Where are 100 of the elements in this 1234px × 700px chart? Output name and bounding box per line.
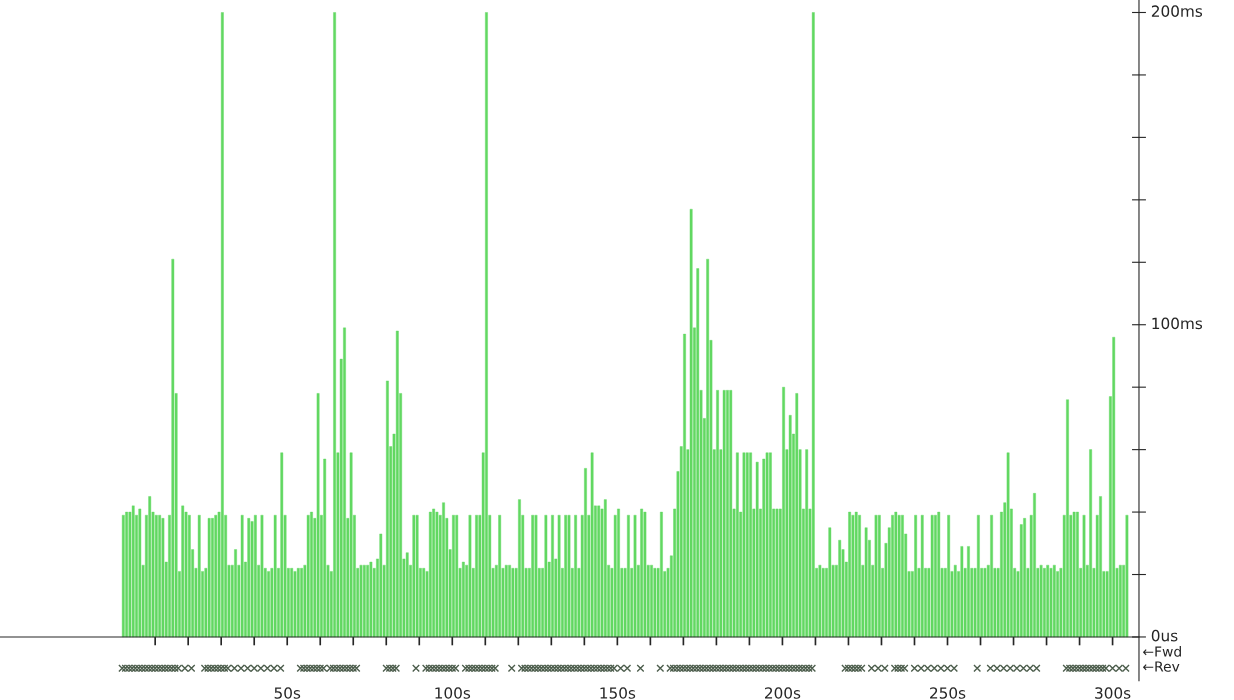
bar <box>214 514 218 638</box>
bar <box>854 511 858 638</box>
bar <box>821 568 825 638</box>
bar <box>749 452 752 638</box>
bar <box>428 511 432 638</box>
bar <box>874 514 878 638</box>
bar <box>1043 568 1046 638</box>
bar <box>617 508 620 638</box>
bar <box>1072 511 1076 638</box>
bar <box>412 514 416 638</box>
bar <box>154 514 158 638</box>
bar <box>435 511 439 638</box>
bar <box>782 386 785 638</box>
bar <box>960 546 964 638</box>
bar <box>187 514 191 638</box>
bar <box>603 499 607 638</box>
y-tick-label: 200ms <box>1151 5 1203 17</box>
bar <box>765 452 769 638</box>
bar <box>386 380 389 638</box>
bar <box>551 514 554 638</box>
bar <box>452 514 455 638</box>
bar <box>475 514 478 638</box>
bar <box>1082 514 1086 638</box>
bar <box>590 452 594 638</box>
bar <box>650 564 653 638</box>
bar <box>891 514 894 638</box>
bar <box>1006 452 1010 638</box>
bar <box>894 511 898 638</box>
bar <box>937 511 941 638</box>
bar <box>504 564 508 638</box>
bar <box>920 514 924 638</box>
bar <box>267 571 270 638</box>
bar <box>934 514 937 638</box>
bar <box>207 518 211 638</box>
bar <box>1099 496 1102 638</box>
bar <box>498 514 502 638</box>
bar <box>333 12 336 638</box>
bar <box>745 452 749 638</box>
bar <box>557 514 561 638</box>
bar <box>220 12 224 638</box>
bar <box>461 561 465 638</box>
bar <box>158 514 161 638</box>
bar <box>544 514 548 638</box>
bar <box>343 327 346 638</box>
bar <box>273 514 277 638</box>
bar <box>121 514 125 638</box>
bar <box>930 514 934 638</box>
text: ←Fwd <box>1143 646 1181 657</box>
bar <box>864 527 868 638</box>
text: ←Rev <box>1143 661 1180 672</box>
bar <box>240 514 244 638</box>
bar <box>689 208 693 638</box>
bar <box>653 568 657 638</box>
bar <box>211 518 214 638</box>
bar <box>805 449 809 638</box>
bar <box>316 393 320 638</box>
x-tick-label: 150s <box>600 687 636 699</box>
bar <box>1039 564 1043 638</box>
bar <box>901 514 904 638</box>
bar <box>531 514 535 638</box>
bar <box>627 514 630 638</box>
bar <box>455 514 459 638</box>
bar <box>1023 518 1026 638</box>
x-tick-label: 50s <box>274 687 301 699</box>
bar <box>148 496 152 638</box>
bar <box>1049 568 1053 638</box>
bar <box>306 514 310 638</box>
bar <box>280 452 284 638</box>
bar <box>290 568 294 638</box>
bar <box>897 514 901 638</box>
bar <box>564 514 568 638</box>
x-tick-label: 200s <box>764 687 801 699</box>
bar <box>716 390 719 638</box>
bar <box>171 258 175 638</box>
bar <box>818 564 822 638</box>
bar <box>775 508 779 638</box>
bar <box>1118 564 1122 638</box>
bar <box>838 539 842 638</box>
bar <box>1066 399 1069 638</box>
bar <box>828 527 832 638</box>
bar <box>260 514 264 638</box>
bar <box>851 514 855 638</box>
bar <box>197 514 201 638</box>
bar <box>415 514 419 638</box>
x-tick-label: 100s <box>435 687 471 699</box>
bar <box>683 333 686 638</box>
bar <box>706 258 710 638</box>
bar <box>405 552 409 638</box>
bar <box>310 511 313 638</box>
bar <box>722 390 726 638</box>
bar <box>953 564 957 638</box>
bar <box>1052 564 1056 638</box>
bar <box>696 268 700 638</box>
bar <box>1089 449 1092 638</box>
bar <box>359 564 363 638</box>
bar <box>138 508 142 638</box>
bar <box>1046 564 1050 638</box>
bar <box>511 568 515 638</box>
y-tick-label: 0us <box>1151 629 1178 642</box>
bar <box>181 505 185 638</box>
